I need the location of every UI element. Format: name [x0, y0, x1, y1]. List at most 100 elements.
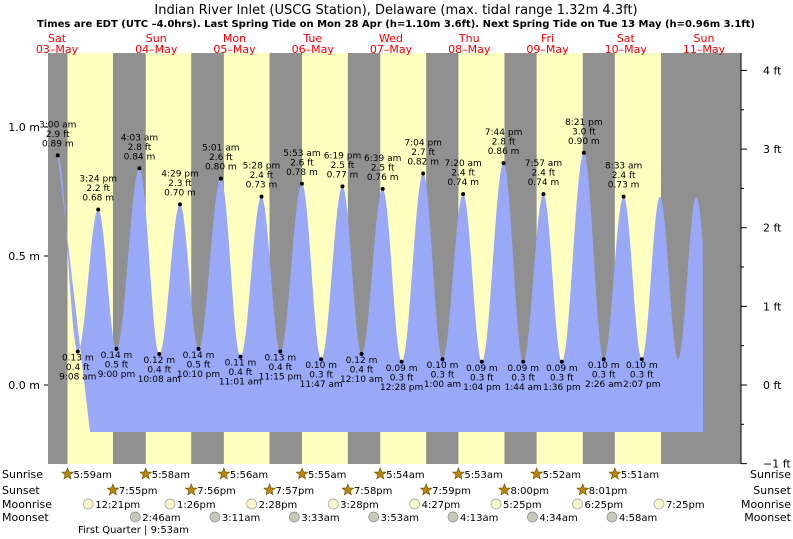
y-tick-ft: 4 ft — [763, 64, 782, 77]
moonrise-icon — [164, 498, 176, 510]
tide-point — [461, 192, 466, 197]
tide-label: 2.6 ft — [290, 158, 314, 168]
sun-icon — [106, 483, 120, 496]
tide-label: 0.4 ft — [350, 366, 374, 376]
day-date: 09–May — [526, 43, 569, 56]
tide-label: 2.5 ft — [331, 161, 355, 171]
tide-point — [621, 194, 626, 199]
tide-label: 2.8 ft — [128, 143, 152, 153]
moonrise-time: 4:27pm — [422, 500, 461, 511]
axes: 1.0 m 0.5 m 0.0 m 4 ft 3 ft 2 ft 1 ft 0 ft −1 ft — [8, 53, 791, 471]
tide-label: 1:36 pm — [543, 383, 581, 393]
tide-label: 2.4 ft — [612, 171, 636, 181]
moonrise-time: 5:25pm — [503, 500, 542, 511]
sunset-time: 7:59pm — [432, 486, 471, 497]
moonrise-icon — [409, 498, 420, 510]
tide-label: 0.4 ft — [229, 368, 253, 378]
moonrise-time: 1:26pm — [177, 500, 216, 511]
sun-icon — [419, 483, 433, 496]
day-date: 05–May — [213, 43, 256, 56]
tide-point — [340, 184, 345, 189]
tide-label: 8:21 pm — [565, 118, 603, 128]
sunset-time: 7:55pm — [119, 486, 158, 497]
row-label-right-moonrise: Moonrise — [741, 498, 791, 511]
moonset-icon — [606, 511, 618, 523]
moonrise-icon — [246, 498, 258, 510]
tide-label: 9:00 pm — [98, 370, 136, 380]
sunset-time: 8:00pm — [510, 486, 549, 497]
tide-label: 0.73 m — [608, 181, 640, 191]
tide-label: 7:57 am — [525, 159, 562, 169]
tide-label: 7:20 am — [444, 159, 481, 169]
tide-label: 0.82 m — [407, 157, 439, 167]
moonrise-icon — [572, 498, 583, 510]
day-date: 11–May — [683, 43, 726, 56]
tide-point — [581, 150, 586, 155]
tide-label: 0.4 ft — [147, 366, 171, 376]
sun-icon — [184, 483, 198, 496]
sun-icon — [341, 483, 355, 496]
tide-point — [114, 346, 119, 351]
moonset-time: 4:34am — [539, 513, 577, 524]
moonset-time: 3:11am — [222, 513, 260, 524]
tide-point — [319, 357, 324, 362]
row-label-right-moonset: Moonset — [744, 511, 791, 524]
tide-label: 0.89 m — [42, 139, 74, 149]
tide-label: 2.8 ft — [492, 138, 516, 148]
sunrise-time: 5:55am — [308, 470, 346, 481]
tide-label: 5:53 am — [283, 149, 320, 159]
day-name: Mon — [223, 32, 246, 45]
moonset-icon — [288, 511, 300, 523]
day-date: 06–May — [292, 43, 335, 56]
moonset-time: 4:58am — [619, 513, 657, 524]
tide-point — [639, 357, 644, 362]
sunrise-time: 5:51am — [621, 470, 659, 481]
tide-label: 10:10 pm — [177, 370, 220, 380]
tide-label: 11:01 am — [219, 378, 262, 388]
tide-curve — [57, 152, 703, 433]
sunset-time: 7:56pm — [197, 486, 236, 497]
tide-label: 0.09 m — [546, 364, 578, 374]
tide-label: 9:08 am — [59, 372, 96, 382]
tide-label: 0.10 m — [305, 361, 337, 371]
tide-point — [196, 346, 201, 351]
tide-label: 0.3 ft — [511, 373, 535, 383]
tide-point — [238, 354, 243, 359]
moonset-icon — [447, 511, 459, 523]
sunset-time: 7:57pm — [276, 486, 315, 497]
tide-label: 0.3 ft — [470, 373, 494, 383]
sunrise-time: 5:53am — [464, 470, 502, 481]
tide-label: 0.3 ft — [431, 371, 455, 381]
tide-point — [218, 176, 223, 181]
tide-label: 0.10 m — [626, 361, 658, 371]
y-tick-ft: 1 ft — [763, 300, 782, 313]
sun-icon — [530, 467, 544, 480]
moonset-time: 3:33am — [301, 513, 339, 524]
tide-label: 0.78 m — [286, 168, 318, 178]
tide-label: 0.3 ft — [550, 373, 574, 383]
tide-label: 2.4 ft — [250, 171, 274, 181]
tide-label: 0.70 m — [164, 188, 196, 198]
day-name: Wed — [379, 32, 403, 45]
tide-point — [541, 192, 546, 197]
moonset-icon — [129, 511, 141, 523]
sun-icon — [373, 467, 387, 480]
tide-label: 7:44 pm — [485, 128, 523, 138]
tide-label: 0.76 m — [367, 173, 399, 183]
tide-label: 0.74 m — [447, 178, 479, 188]
sunrise-time: 5:52am — [543, 470, 581, 481]
tide-label: 0.11 m — [225, 359, 257, 369]
tide-label: 12:28 pm — [380, 383, 423, 393]
y-tick-m: 0.5 m — [8, 250, 40, 263]
sun-icon — [217, 467, 231, 480]
moonset-time: 4:13am — [460, 513, 498, 524]
tide-label: 2.7 ft — [411, 148, 435, 158]
tide-label: 8:33 am — [605, 162, 642, 172]
day-name: Thu — [458, 32, 480, 45]
tide-label: 3:24 pm — [79, 175, 117, 185]
day-name: Fri — [541, 32, 554, 45]
day-date: 08–May — [448, 43, 491, 56]
moonrise-time: 2:28pm — [259, 500, 298, 511]
